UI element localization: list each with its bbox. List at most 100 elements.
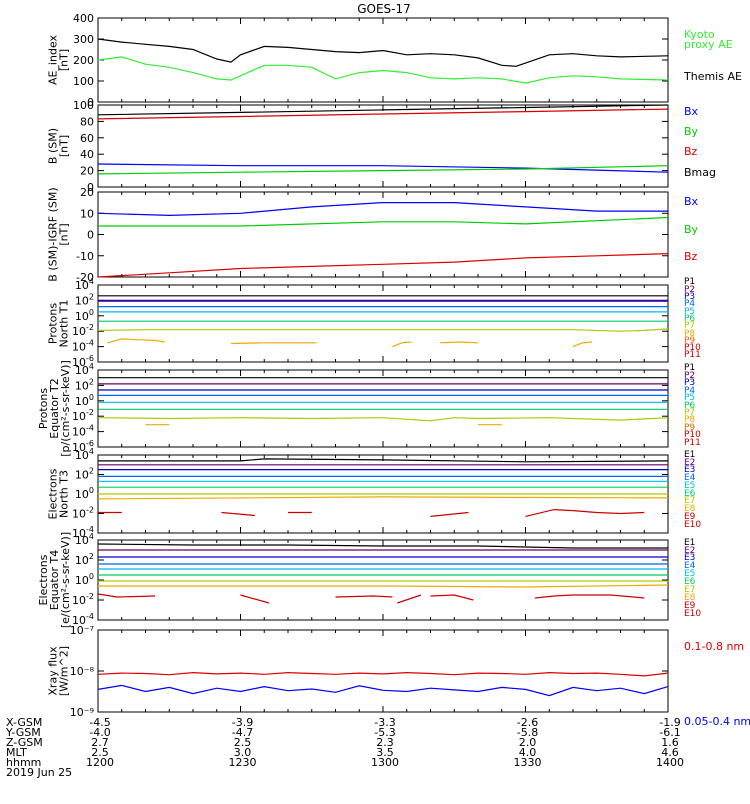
y-tick-label: 104 xyxy=(75,277,94,292)
y-tick-label: 20 xyxy=(80,186,94,199)
y-tick-label: 0 xyxy=(87,229,94,242)
y-tick-label: 40 xyxy=(80,148,94,161)
series-line-p8b xyxy=(231,343,317,344)
legend-label: P11 xyxy=(684,438,701,448)
x-tick-label: 1200 xyxy=(86,756,114,769)
x-tick-label: 1300 xyxy=(371,756,399,769)
y-tick-label: 60 xyxy=(80,132,94,145)
y-tick-label: 100 xyxy=(73,75,94,88)
series-line-e9e xyxy=(526,510,645,517)
series-line-e8 xyxy=(98,497,668,499)
y-axis-label: [e/(cm²-s-sr-keV)] xyxy=(59,532,72,628)
y-tick-label: 102 xyxy=(75,377,94,392)
y-tick-label: 10 xyxy=(80,207,94,220)
series-line-e9 xyxy=(98,594,155,597)
x-tick-label: 1400 xyxy=(656,756,684,769)
series-line-p7 xyxy=(98,418,668,421)
y-tick-label: 10-4 xyxy=(72,339,94,354)
series-line-e9c xyxy=(336,596,393,597)
y-axis-label: [W/m^2] xyxy=(58,646,71,696)
y-tick-label: 200 xyxy=(73,54,94,67)
y-tick-label: 10-2 xyxy=(72,408,94,423)
x-tick-label: 1230 xyxy=(229,756,257,769)
y-tick-label: 10-2 xyxy=(72,323,94,338)
y-axis-label: North T1 xyxy=(58,300,71,348)
legend-label: By xyxy=(684,125,699,138)
series-line-themis-ae xyxy=(98,39,668,66)
series-line-e8 xyxy=(98,585,668,587)
y-tick-label: 100 xyxy=(75,486,94,501)
series-line-e9b xyxy=(222,513,255,516)
y-tick-label: -10 xyxy=(76,250,94,263)
y-tick-label: 102 xyxy=(75,292,94,307)
legend-label: Bz xyxy=(684,250,698,263)
y-axis-label: North T3 xyxy=(58,470,71,518)
y-tick-label: 10⁻⁸ xyxy=(70,665,95,678)
x-tick-label: 1330 xyxy=(514,756,542,769)
y-tick-label: 300 xyxy=(73,33,94,46)
y-axis-label: [p/(cm²-s-sr-keV)] xyxy=(59,360,72,457)
axis-row-label: 2019 Jun 25 xyxy=(6,766,72,779)
y-axis-label: [nT] xyxy=(58,135,71,157)
panel-frame xyxy=(98,285,668,362)
panel-frame xyxy=(98,370,668,447)
y-tick-label: 104 xyxy=(75,362,94,377)
legend-label: Themis AE xyxy=(683,70,742,83)
legend-label: P11 xyxy=(684,350,701,360)
series-line-0-1-0-8-nm xyxy=(98,673,668,676)
legend-label: Bx xyxy=(684,105,699,118)
panel-frame xyxy=(98,540,668,620)
y-tick-label: 102 xyxy=(75,467,94,482)
series-line-by xyxy=(98,218,668,227)
y-axis-label: [nT] xyxy=(58,49,71,71)
series-line-e9d xyxy=(431,513,469,517)
y-tick-label: 102 xyxy=(75,552,94,567)
series-line-p8e xyxy=(573,342,592,347)
y-tick-label: 10-2 xyxy=(72,592,94,607)
legend-label: E10 xyxy=(684,520,701,530)
y-tick-label: 20 xyxy=(80,165,94,178)
y-tick-label: 100 xyxy=(75,572,94,587)
legend-label: Bmag xyxy=(684,166,716,179)
legend-label: E10 xyxy=(684,609,701,619)
legend-label: Bz xyxy=(684,145,698,158)
legend-label: 0.1-0.8 nm xyxy=(684,640,744,653)
y-tick-label: 10-2 xyxy=(72,506,94,521)
legend-label: By xyxy=(684,223,699,236)
panel-frame xyxy=(98,630,668,712)
panel-frame xyxy=(98,18,668,102)
y-tick-label: 400 xyxy=(73,12,94,25)
legend-label: proxy AE xyxy=(684,38,733,51)
y-tick-label: 100 xyxy=(75,393,94,408)
y-tick-label: 80 xyxy=(80,115,94,128)
series-line-kyoto-proxy-ae xyxy=(98,57,668,83)
series-line-p7 xyxy=(98,329,668,331)
series-line-e9d xyxy=(397,595,421,603)
y-axis-label: [nT] xyxy=(58,223,71,245)
series-line-p8c xyxy=(393,342,412,347)
series-line-e9e xyxy=(431,595,474,600)
y-tick-label: 100 xyxy=(75,308,94,323)
y-tick-label: 10-4 xyxy=(72,424,94,439)
y-tick-label: 104 xyxy=(75,532,94,547)
series-line-0-05-0-4-nm xyxy=(98,685,668,695)
series-line-p8 xyxy=(108,339,165,343)
series-line-p8d xyxy=(440,342,478,343)
legend-label: Bx xyxy=(684,195,699,208)
y-tick-label: 10⁻⁷ xyxy=(70,624,94,637)
series-line-bx xyxy=(98,203,668,216)
series-line-e9b xyxy=(241,595,270,603)
y-tick-label: 100 xyxy=(73,99,94,112)
